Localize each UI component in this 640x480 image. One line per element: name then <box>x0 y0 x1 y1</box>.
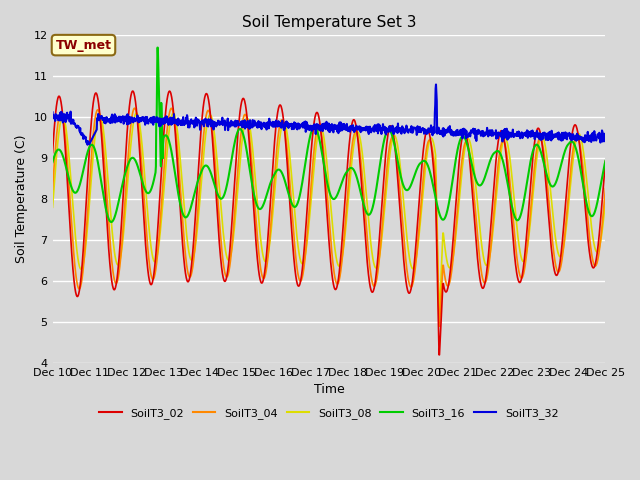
X-axis label: Time: Time <box>314 384 344 396</box>
Legend: SoilT3_02, SoilT3_04, SoilT3_08, SoilT3_16, SoilT3_32: SoilT3_02, SoilT3_04, SoilT3_08, SoilT3_… <box>95 403 563 423</box>
Text: TW_met: TW_met <box>56 38 111 52</box>
Title: Soil Temperature Set 3: Soil Temperature Set 3 <box>242 15 416 30</box>
Y-axis label: Soil Temperature (C): Soil Temperature (C) <box>15 135 28 264</box>
